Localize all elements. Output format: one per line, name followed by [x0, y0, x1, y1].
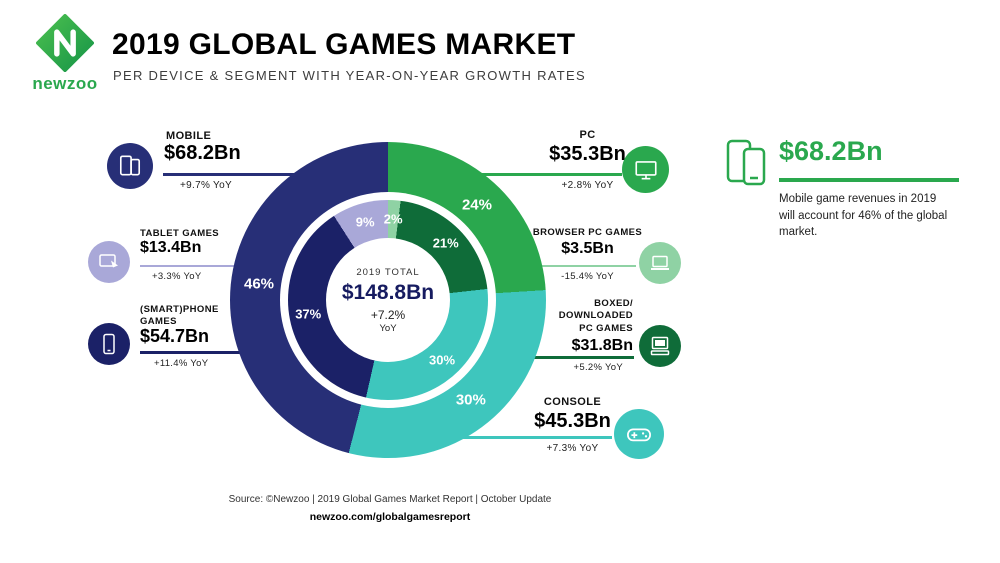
smartphone-label: (SMART)PHONE GAMES: [140, 304, 219, 328]
laptop-icon: [639, 242, 681, 284]
smartphone-growth: +11.4% YoY: [154, 358, 209, 369]
page-title: 2019 GLOBAL GAMES MARKET: [112, 28, 576, 61]
footer-url: newzoo.com/globalgamesreport: [309, 511, 471, 523]
segment-label-tablet-games: 9%: [355, 214, 375, 230]
tablet-icon: [88, 241, 130, 283]
pc-callout: PC $35.3Bn: [520, 128, 655, 166]
donut-center: 2019 TOTAL $148.8Bn +7.2% YoY: [326, 238, 450, 362]
mobile-icon: [107, 143, 153, 189]
gamepad-icon: [614, 409, 664, 459]
segment-label-smartphone-games: 37%: [295, 306, 322, 322]
boxed-callout: BOXED/ DOWNLOADED PC GAMES $31.8Bn: [505, 298, 633, 355]
mobile-phones-icon: [724, 137, 772, 196]
mobile-value: $68.2Bn: [164, 142, 241, 164]
segment-label-pc: 24%: [461, 196, 492, 214]
newzoo-wordmark: newzoo: [32, 74, 98, 93]
boxed-label: BOXED/ DOWNLOADED PC GAMES: [558, 298, 633, 334]
segment-label-console-segment: 30%: [428, 352, 456, 368]
pc-growth: +2.8% YoY: [561, 180, 614, 191]
browser-label: BROWSER PC GAMES: [532, 227, 643, 238]
smartphone-value: $54.7Bn: [140, 326, 210, 346]
segment-label-console: 30%: [455, 391, 486, 409]
tablet-label: TABLET GAMES: [140, 228, 220, 239]
smartphone-icon: [88, 323, 130, 365]
console-label: CONSOLE: [543, 396, 602, 408]
highlight-divider: [779, 178, 959, 182]
smartphone-callout-line: [140, 351, 243, 354]
browser-callout: BROWSER PC GAMES $3.5Bn: [520, 227, 655, 258]
segment-label-browser-pc-games: 2%: [383, 211, 403, 227]
total-label: 2019 TOTAL: [356, 266, 420, 278]
pc-label: PC: [579, 129, 596, 141]
total-growth-unit: YoY: [379, 322, 397, 334]
browser-callout-line: [524, 265, 636, 267]
mobile-label: MOBILE: [166, 130, 212, 142]
highlight-text: Mobile game revenues in 2019 will accoun…: [779, 193, 948, 239]
console-callout-line: [457, 436, 612, 439]
boxed-growth: +5.2% YoY: [573, 362, 623, 373]
segment-label-boxed-downloaded-pc-games: 21%: [432, 235, 459, 251]
newzoo-logo-icon: [36, 14, 94, 72]
highlight-value: $68.2Bn: [779, 136, 883, 166]
browser-growth: -15.4% YoY: [561, 271, 614, 282]
mobile-callout-line: [163, 173, 308, 176]
tablet-value: $13.4Bn: [140, 239, 202, 256]
tablet-callout-line: [140, 265, 240, 267]
desktop-computer-icon: [639, 325, 681, 367]
donut-chart: 2019 TOTAL $148.8Bn +7.2% YoY 24% 30% 46% 2…: [230, 142, 546, 458]
total-growth: +7.2%: [370, 307, 406, 322]
tablet-growth: +3.3% YoY: [152, 271, 202, 282]
total-value: $148.8Bn: [341, 280, 435, 304]
pc-value: $35.3Bn: [549, 143, 626, 166]
page-subtitle: PER DEVICE & SEGMENT WITH YEAR-ON-YEAR G…: [113, 68, 586, 83]
console-value: $45.3Bn: [534, 410, 611, 433]
pc-callout-line: [470, 173, 622, 176]
browser-value: $3.5Bn: [561, 240, 614, 258]
boxed-value: $31.8Bn: [571, 337, 633, 355]
mobile-growth: +9.7% YoY: [180, 180, 232, 191]
console-growth: +7.3% YoY: [546, 443, 599, 454]
footer-source: Source: ©Newzoo | 2019 Global Games Mark…: [228, 494, 552, 505]
segment-label-mobile: 46%: [244, 275, 275, 293]
pc-monitor-icon: [622, 146, 669, 193]
boxed-callout-line: [524, 356, 634, 359]
console-callout: CONSOLE $45.3Bn: [505, 395, 640, 433]
